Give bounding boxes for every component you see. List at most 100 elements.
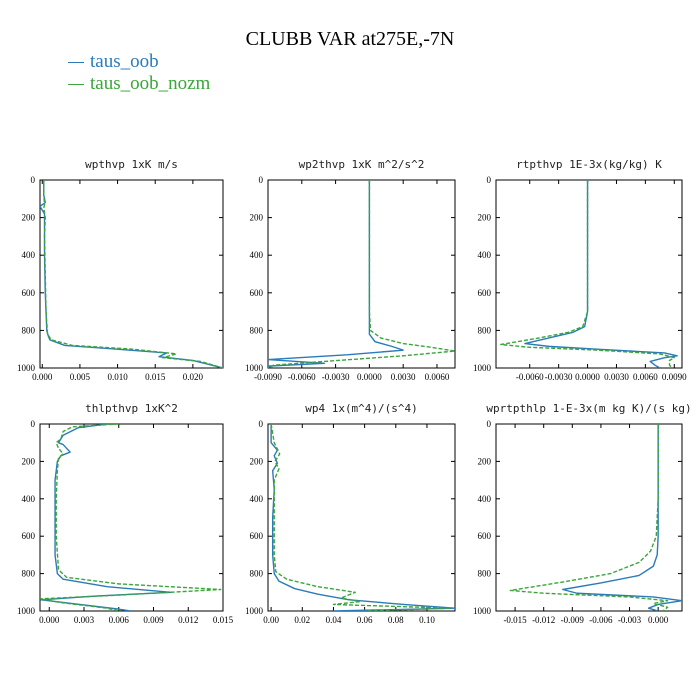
y-tick-label: 200 — [478, 213, 492, 223]
x-tick-label: 0.000 — [648, 615, 669, 625]
x-tick-label: 0.015 — [145, 372, 166, 382]
series-line-taus-oob — [268, 180, 404, 368]
series-line-taus-oob-nozm — [43, 180, 223, 368]
legend-label-taus-oob: taus_oob — [90, 51, 159, 72]
y-tick-label: 600 — [250, 288, 264, 298]
panel-title: wp4 1x(m^4)/(s^4) — [305, 402, 418, 415]
series-line-taus-oob — [524, 180, 678, 368]
plot-frame — [267, 179, 456, 369]
x-tick-label: -0.009 — [561, 615, 585, 625]
y-tick-label: 1000 — [473, 606, 492, 616]
x-tick-label: -0.015 — [503, 615, 527, 625]
x-tick-label: -0.006 — [589, 615, 613, 625]
x-tick-label: 0.010 — [107, 372, 128, 382]
plot-frame — [495, 423, 683, 612]
series-line-taus-oob — [270, 424, 455, 611]
x-tick-label: 0.0030 — [391, 372, 416, 382]
y-tick-label: 400 — [250, 494, 264, 504]
y-tick-label: 400 — [22, 250, 36, 260]
y-tick-label: 600 — [478, 531, 492, 541]
x-tick-label: 0.005 — [70, 372, 91, 382]
y-tick-label: 1000 — [17, 363, 36, 373]
y-tick-label: 0 — [31, 419, 36, 429]
x-tick-label: -0.0030 — [322, 372, 350, 382]
y-tick-label: 800 — [22, 569, 36, 579]
y-tick-label: 200 — [478, 456, 492, 466]
x-tick-label: 0.08 — [388, 615, 404, 625]
y-tick-label: 1000 — [245, 363, 264, 373]
series-line-taus-oob-nozm — [509, 424, 669, 611]
x-tick-label: 0.012 — [178, 615, 198, 625]
panel-title: wp2thvp 1xK m^2/s^2 — [299, 158, 425, 171]
legend-entry-taus-oob: taus_oob — [68, 52, 159, 72]
y-tick-label: 400 — [22, 494, 36, 504]
y-tick-label: 0 — [487, 419, 492, 429]
series-line-taus-oob — [40, 180, 223, 368]
series-line-taus-oob-nozm — [40, 424, 222, 611]
panel-title: thlpthvp 1xK^2 — [85, 402, 178, 415]
y-tick-label: 200 — [22, 456, 36, 466]
y-tick-label: 1000 — [17, 606, 36, 616]
series-line-taus-oob-nozm — [500, 180, 675, 368]
y-tick-label: 800 — [478, 569, 492, 579]
x-tick-label: -0.012 — [532, 615, 555, 625]
y-tick-label: 0 — [259, 175, 264, 185]
series-line-taus-oob — [40, 424, 172, 611]
x-tick-label: 0.04 — [326, 615, 342, 625]
series-line-taus-oob-nozm — [268, 180, 455, 368]
x-tick-label: -0.0090 — [254, 372, 282, 382]
x-tick-label: 0.000 — [32, 372, 53, 382]
x-tick-label: -0.0060 — [516, 372, 544, 382]
plot-frame — [267, 423, 456, 612]
x-tick-label: 0.015 — [213, 615, 234, 625]
y-tick-label: 200 — [250, 456, 264, 466]
x-tick-label: 0.00 — [263, 615, 279, 625]
x-tick-label: 0.000 — [39, 615, 60, 625]
x-tick-label: 0.06 — [357, 615, 373, 625]
x-tick-label: 0.0030 — [604, 372, 629, 382]
series-line-taus-oob-nozm — [270, 424, 452, 611]
legend-swatch-taus-oob — [68, 62, 84, 64]
y-tick-label: 800 — [478, 325, 492, 335]
legend-label-taus-oob-nozm: taus_oob_nozm — [90, 73, 211, 94]
panel-3: rtpthvp 1E-3x(kg/kg) K 0 200 400 600 800 1000 -… — [473, 158, 687, 382]
x-tick-label: 0.0000 — [357, 372, 382, 382]
panel-title: wprtpthlp 1-E-3x(m kg K)/(s kg) — [486, 402, 691, 415]
x-tick-label: 0.10 — [419, 615, 435, 625]
y-tick-label: 200 — [250, 213, 264, 223]
y-tick-label: 400 — [250, 250, 264, 260]
legend-entry-taus-oob-nozm: taus_oob_nozm — [68, 74, 210, 94]
y-tick-label: 800 — [250, 569, 264, 579]
y-tick-label: 0 — [487, 175, 492, 185]
y-tick-label: 200 — [22, 213, 36, 223]
x-tick-label: 0.003 — [74, 615, 95, 625]
panel-2: wp2thvp 1xK m^2/s^202004006008001000-0.0… — [245, 158, 456, 382]
chart-title: CLUBB VAR at275E,-7N — [245, 28, 455, 50]
y-tick-label: 400 — [478, 250, 492, 260]
y-tick-label: 400 — [478, 494, 492, 504]
x-tick-label: 0.0000 — [575, 372, 600, 382]
y-tick-label: 0 — [31, 175, 36, 185]
legend-swatch-taus-oob-nozm — [68, 84, 84, 86]
x-tick-label: 0.009 — [143, 615, 164, 625]
y-tick-label: 0 — [259, 419, 264, 429]
y-tick-label: 600 — [22, 531, 36, 541]
plot-frame — [39, 179, 224, 369]
x-tick-label: -0.0030 — [545, 372, 573, 382]
y-tick-label: 1000 — [473, 363, 492, 373]
plot-frame — [39, 423, 224, 612]
series-line-taus-oob — [562, 424, 682, 611]
x-tick-label: 0.020 — [183, 372, 204, 382]
y-tick-label: 600 — [22, 288, 36, 298]
panel-6: wprtpthlp 1-E-3x(m kg K)/(s kg) 0 200 400 60… — [473, 402, 692, 625]
x-tick-label: 0.02 — [294, 615, 310, 625]
y-tick-label: 800 — [22, 325, 36, 335]
x-tick-label: -0.003 — [618, 615, 642, 625]
y-tick-label: 600 — [250, 531, 264, 541]
x-tick-label: 0.0090 — [662, 372, 687, 382]
x-tick-label: -0.0060 — [288, 372, 316, 382]
